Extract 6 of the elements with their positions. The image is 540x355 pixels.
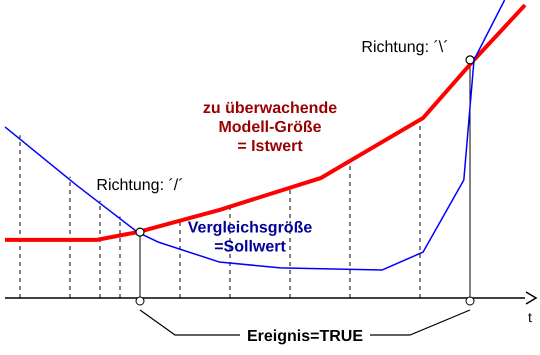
series-label: zu überwachende Modell-Größe = Istwert — [202, 100, 338, 156]
series-label: Vergleichsgröße =Sollwert — [188, 219, 312, 256]
text: Ereignis=TRUE — [246, 328, 364, 345]
annotation: Richtung: ´/´ — [96, 177, 184, 194]
x-axis-title: t — [528, 309, 532, 325]
annotation: Richtung: ´\´ — [361, 38, 449, 56]
